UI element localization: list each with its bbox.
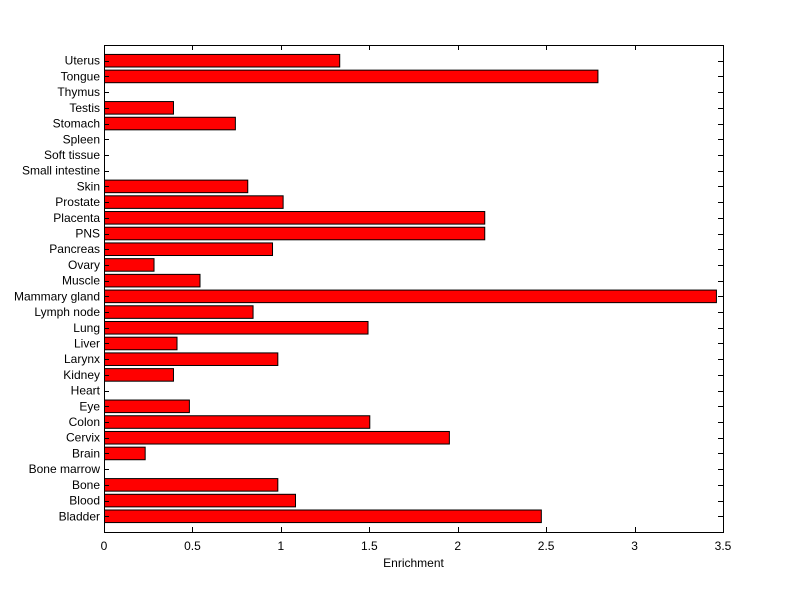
- bar-bone: [104, 478, 279, 492]
- y-tick-label: Soft tissue: [44, 148, 100, 162]
- y-tick-label: Prostate: [55, 195, 100, 209]
- y-tick-label: Lymph node: [34, 305, 100, 319]
- x-tick-label: 3: [631, 539, 638, 553]
- bar-skin: [104, 179, 249, 194]
- bar-stomach: [104, 116, 236, 131]
- y-tick-label: Small intestine: [22, 164, 100, 178]
- axes-box: [104, 45, 724, 533]
- y-tick-label: Liver: [74, 336, 100, 350]
- y-tick-label: Uterus: [65, 54, 100, 68]
- y-tick-label: Larynx: [64, 352, 100, 366]
- bar-bladder: [104, 509, 542, 524]
- bar-placenta: [104, 211, 486, 225]
- bar-kidney: [104, 368, 174, 382]
- x-tick-label: 1: [278, 539, 285, 553]
- y-tick-label: Bone: [72, 478, 100, 492]
- y-tick-label: Brain: [72, 446, 100, 460]
- y-tick-label: Mammary gland: [14, 289, 100, 303]
- ticks-group: [104, 45, 724, 532]
- y-tick-label: Lung: [73, 321, 100, 335]
- y-tick-label: Ovary: [68, 258, 100, 272]
- y-tick-label: Muscle: [62, 274, 100, 288]
- y-tick-label: Tongue: [61, 69, 101, 83]
- x-tick-label: 0.5: [184, 539, 201, 553]
- y-tick-label: Blood: [69, 494, 100, 508]
- bar-pancreas: [104, 242, 274, 257]
- x-tick-label: 1.5: [361, 539, 378, 553]
- y-tick-label: Spleen: [63, 132, 100, 146]
- y-tick-label: Skin: [77, 179, 100, 193]
- x-axis-label: Enrichment: [383, 556, 444, 570]
- bar-testis: [104, 101, 174, 115]
- bar-uterus: [104, 53, 341, 68]
- bar-mammary-gland: [104, 289, 717, 304]
- bar-blood: [104, 493, 297, 508]
- bar-brain: [104, 446, 146, 461]
- y-tick-label: PNS: [75, 227, 100, 241]
- y-tick-label: Testis: [69, 101, 100, 115]
- bar-lung: [104, 320, 369, 335]
- y-tick-label: Thymus: [57, 85, 100, 99]
- y-tick-label: Bone marrow: [29, 462, 101, 476]
- y-tick-label: Colon: [69, 415, 100, 429]
- y-tick-label: Pancreas: [49, 242, 100, 256]
- bar-tongue: [104, 69, 599, 84]
- bar-larynx: [104, 352, 279, 366]
- y-tick-label: Kidney: [63, 368, 100, 382]
- bar-liver: [104, 336, 178, 351]
- bar-muscle: [104, 273, 201, 288]
- bar-pns: [104, 226, 486, 241]
- y-tick-label: Placenta: [53, 211, 100, 225]
- bar-cervix: [104, 430, 450, 445]
- x-tick-label: 3.5: [715, 539, 732, 553]
- y-tick-label: Stomach: [53, 117, 100, 131]
- x-tick-labels: 0 0.5 1 1.5 2 2.5 3 3.5: [101, 539, 732, 553]
- bar-eye: [104, 399, 190, 414]
- x-tick-label: 2: [454, 539, 461, 553]
- y-tick-label: Bladder: [59, 509, 100, 523]
- bar-lymph-node: [104, 305, 254, 319]
- y-tick-label: Cervix: [66, 431, 100, 445]
- y-tick-label: Eye: [79, 399, 100, 413]
- x-tick-label: 0: [101, 539, 108, 553]
- bars-group: [104, 53, 717, 524]
- y-tick-label: Heart: [71, 384, 101, 398]
- bar-ovary: [104, 258, 155, 272]
- x-tick-label: 2.5: [538, 539, 555, 553]
- bar-colon: [104, 415, 371, 429]
- bar-prostate: [104, 195, 284, 209]
